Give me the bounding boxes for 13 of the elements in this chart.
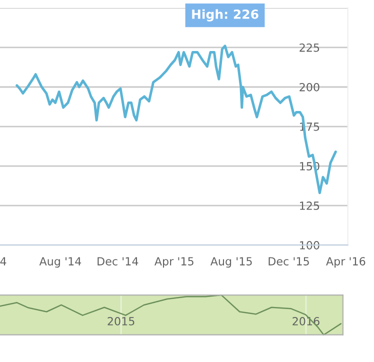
- x-tick-label: Dec '14: [98, 257, 138, 266]
- x-tick-label: Apr '16: [326, 257, 366, 268]
- x-tick-label: Aug '15: [210, 257, 252, 268]
- x-tick-label: Aug '14: [39, 257, 82, 268]
- x-tick-label: Dec '15: [268, 257, 309, 266]
- y-tick-label: 200: [300, 82, 320, 92]
- x-tick-label: 4: [0, 257, 6, 266]
- y-tick-label: 125: [300, 202, 320, 210]
- line-series: [16, 44, 337, 194]
- annotation: High: 226: [192, 9, 258, 22]
- x-tick-label: Apr '15: [154, 257, 194, 268]
- y-tick-label: 225: [300, 43, 320, 52]
- x-tick-label: 2015: [108, 316, 134, 326]
